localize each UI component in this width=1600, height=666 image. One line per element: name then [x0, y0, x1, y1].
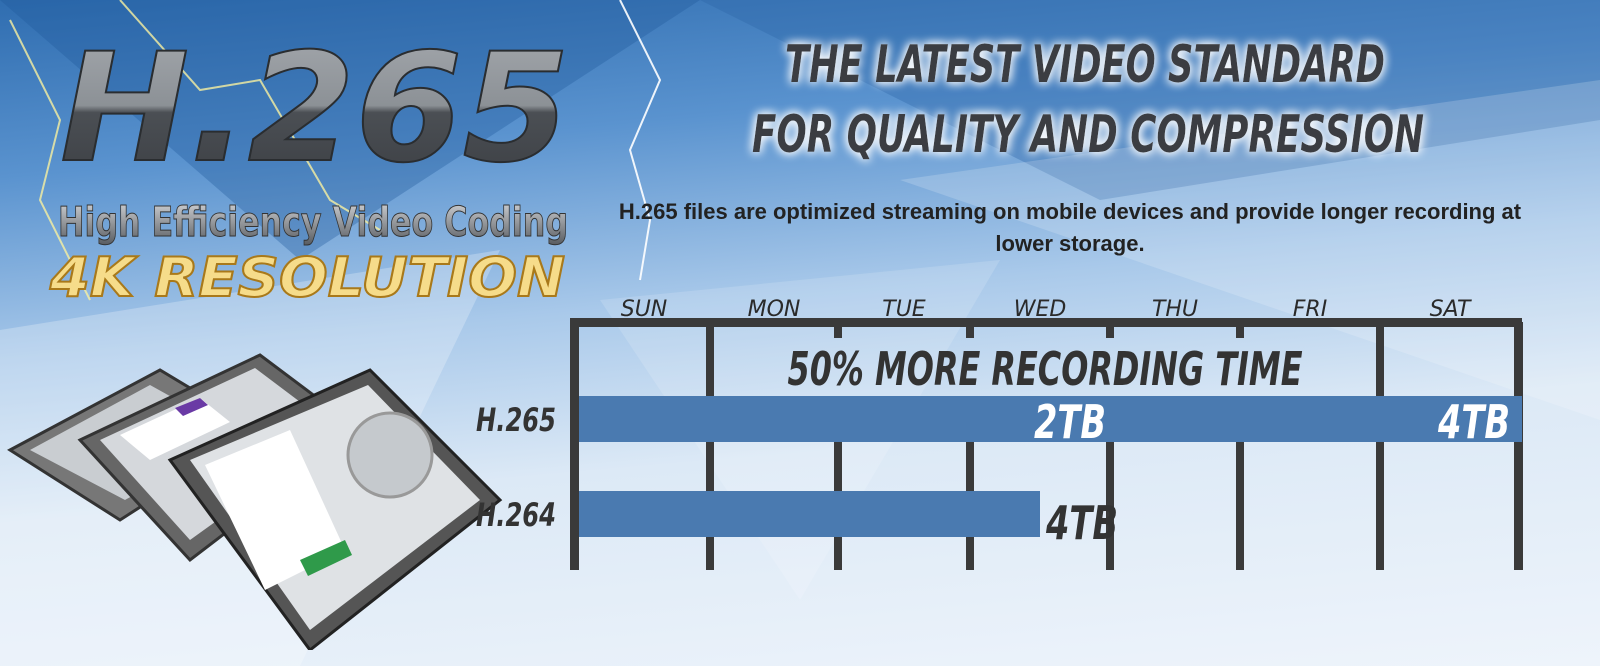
grid-divider — [1376, 322, 1384, 570]
category-label: H.265 — [476, 401, 556, 439]
category-label: H.264 — [476, 496, 556, 534]
x-tick-label: WED — [1014, 297, 1067, 322]
bar-h265 — [579, 396, 1522, 442]
bar-value-label: 4TB — [1045, 496, 1118, 550]
x-tick-label: FRI — [1293, 297, 1327, 322]
chart-title: 50% MORE RECORDING TIME — [788, 342, 1303, 396]
grid-divider — [834, 322, 842, 338]
grid-divider — [1106, 322, 1114, 338]
subtitle: High Efficiency Video Coding — [58, 198, 568, 246]
x-tick-label: SUN — [621, 297, 668, 322]
grid-divider — [1106, 440, 1114, 570]
headline-line-2: FOR QUALITY AND COMPRESSION — [752, 105, 1424, 165]
hard-drive-front — [167, 368, 503, 650]
annotation-label: 2TB — [1034, 395, 1106, 449]
bar-h264 — [579, 491, 1040, 537]
grid-left — [570, 322, 579, 570]
x-tick-label: SAT — [1430, 297, 1472, 322]
x-tick-label: MON — [748, 297, 801, 322]
headline: THE LATEST VIDEO STANDARD FOR QUALITY AN… — [752, 35, 1424, 165]
bar-value-label: 4TB — [1437, 395, 1510, 449]
hard-drives-image — [7, 353, 503, 650]
h265-logo: H.265 — [60, 22, 570, 196]
x-tick-label: TUE — [882, 297, 926, 322]
description: H.265 files are optimized streaming on m… — [618, 199, 1522, 256]
resolution-label: 4K RESOLUTION — [49, 246, 565, 309]
grid-divider — [706, 322, 714, 570]
grid-top — [570, 318, 1522, 327]
grid-divider — [1236, 440, 1244, 570]
x-tick-label: THU — [1152, 297, 1198, 322]
grid-divider — [1236, 322, 1244, 338]
title-block: H.265 High Efficiency Video Coding 4K RE… — [48, 21, 1424, 310]
grid-right — [1514, 322, 1523, 570]
headline-line-1: THE LATEST VIDEO STANDARD — [785, 35, 1385, 95]
grid-divider — [966, 322, 974, 338]
